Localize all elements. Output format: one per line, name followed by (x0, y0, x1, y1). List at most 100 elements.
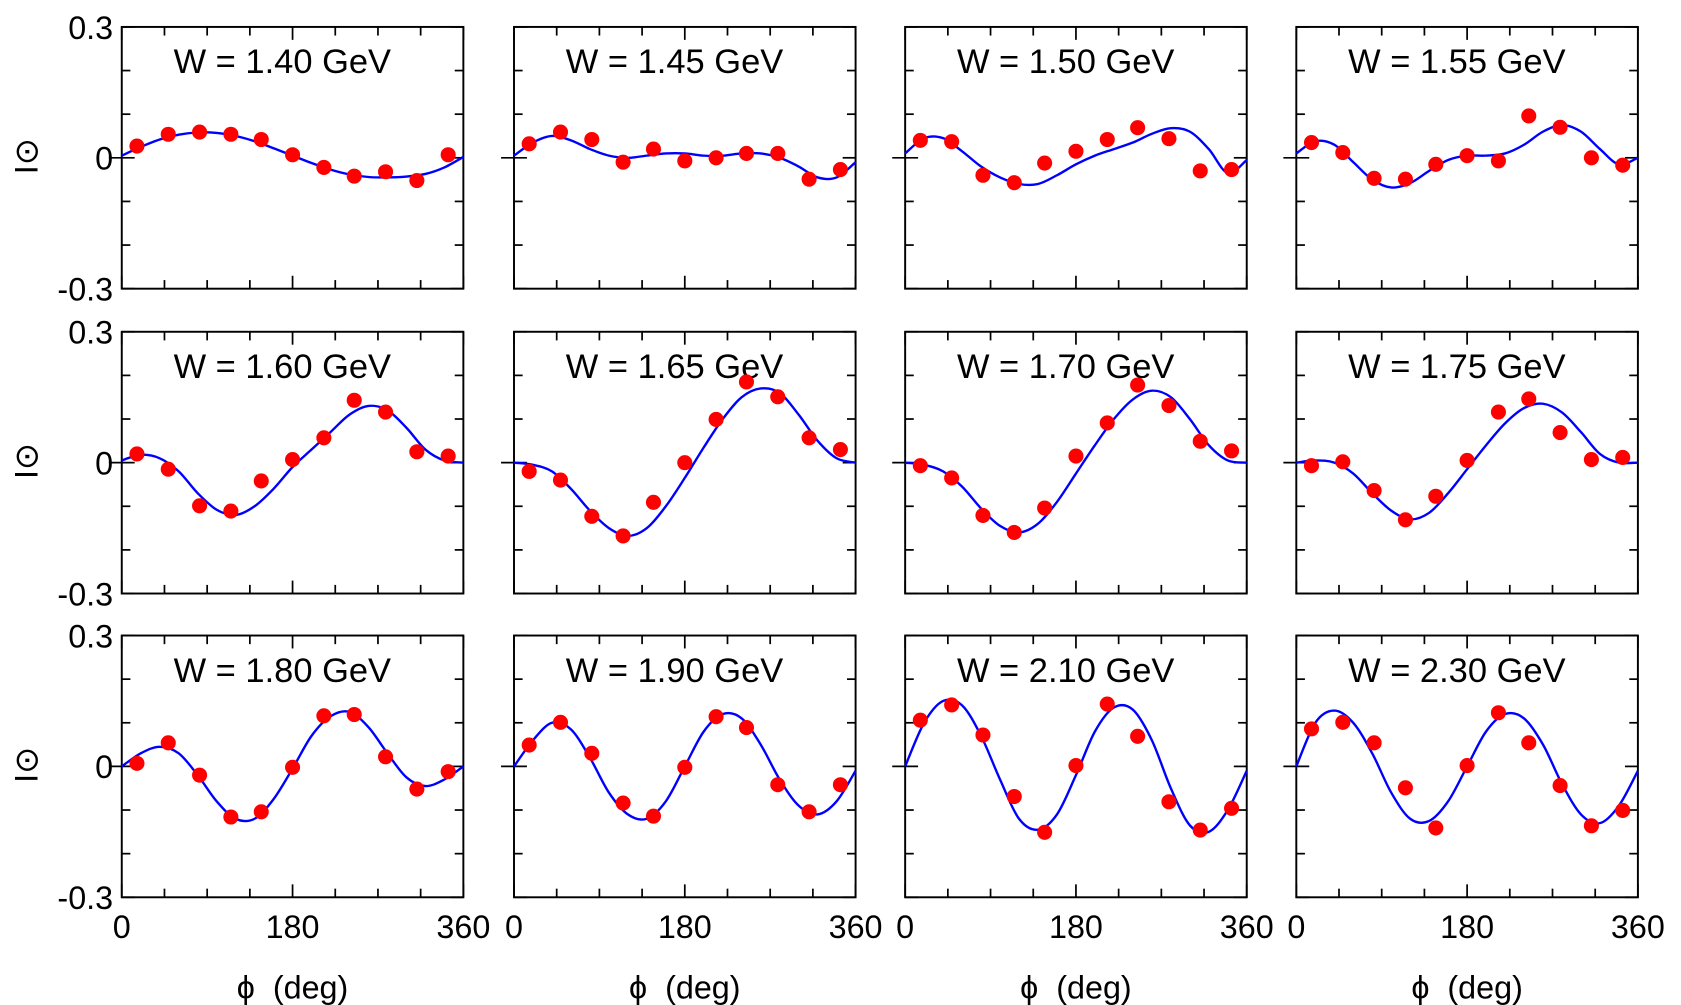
data-point (1192, 433, 1208, 449)
data-point (1192, 822, 1208, 838)
data-point (1552, 119, 1568, 135)
data-point (770, 777, 786, 793)
data-point (285, 452, 301, 468)
data-point (552, 472, 569, 488)
x-tick-label: 0 (896, 909, 914, 945)
data-point (584, 508, 600, 524)
data-point (975, 507, 991, 523)
data-point (1615, 802, 1631, 819)
data-point (1068, 448, 1084, 464)
data-point (1335, 714, 1351, 730)
data-point (1615, 157, 1631, 173)
panel-title: W = 1.75 GeV (1348, 348, 1565, 386)
data-point (1397, 512, 1413, 528)
data-point (615, 528, 631, 544)
data-point (223, 126, 239, 142)
x-tick-label: 180 (1049, 909, 1103, 945)
panel: W = 1.75 GeV (1283, 330, 1639, 595)
data-point (975, 727, 991, 743)
y-tick-label: -0.3 (57, 576, 113, 612)
data-point (346, 392, 362, 408)
data-point (584, 745, 600, 761)
data-point (1224, 800, 1240, 816)
panel: -0.3 0 0.3 W = 1.40 GeV I⊙ (9, 10, 465, 308)
data-point (615, 154, 631, 170)
data-point (1303, 134, 1320, 151)
data-point (584, 131, 600, 148)
panel: W = 1.45 GeV (501, 25, 857, 290)
panel: -0.3 0 0.3 W = 1.60 GeV I⊙ (9, 315, 465, 612)
y-axis-label: I⊙ (9, 747, 45, 783)
data-point (409, 444, 425, 460)
data-point (1552, 778, 1568, 794)
y-tick-label: 0 (95, 141, 113, 177)
x-tick-label: 0 (505, 909, 523, 945)
data-point (316, 159, 332, 175)
data-point (615, 795, 631, 811)
y-axis-label: I⊙ (9, 443, 45, 479)
data-point (440, 764, 456, 780)
data-point (1335, 454, 1351, 470)
data-point (552, 714, 569, 730)
data-point (912, 712, 928, 728)
data-point (645, 808, 662, 824)
fit-curve (513, 387, 856, 538)
data-point (1068, 143, 1084, 159)
data-point (708, 150, 724, 166)
panel-title: W = 1.50 GeV (957, 43, 1174, 81)
data-point (1428, 156, 1444, 172)
data-point (645, 141, 662, 157)
data-point (801, 804, 817, 820)
data-point (346, 168, 362, 184)
data-point (1224, 443, 1240, 459)
y-tick-label: -0.3 (57, 880, 113, 916)
data-point (129, 138, 145, 154)
data-point (1583, 150, 1599, 166)
x-axis-label: ϕ (deg) (237, 970, 349, 1005)
x-tick-label: 180 (658, 909, 712, 945)
data-point (129, 755, 145, 771)
data-point (1583, 452, 1599, 468)
data-point (223, 809, 239, 825)
data-point (192, 767, 208, 783)
data-point (192, 124, 208, 140)
data-point (677, 153, 693, 169)
data-point (677, 455, 693, 471)
x-tick-label: 360 (1220, 909, 1274, 945)
data-point (738, 720, 755, 736)
data-point (645, 494, 662, 510)
panel-title: W = 2.10 GeV (957, 652, 1174, 690)
panel-title: W = 2.30 GeV (1348, 652, 1565, 690)
panel: W = 1.65 GeV (501, 330, 857, 595)
data-point (1490, 153, 1506, 169)
panel-title: W = 1.55 GeV (1348, 43, 1565, 81)
panel: W = 1.70 GeV (892, 330, 1248, 595)
data-point (770, 389, 786, 405)
data-point (1130, 728, 1146, 744)
data-point (801, 430, 817, 446)
data-point (1037, 500, 1053, 516)
data-point (1303, 721, 1320, 737)
data-point (1006, 524, 1022, 540)
data-point (708, 709, 724, 725)
data-point (832, 162, 848, 178)
data-point (316, 708, 332, 724)
data-point (1161, 397, 1177, 414)
data-point (1552, 425, 1568, 441)
data-point (223, 503, 239, 519)
data-point (708, 411, 724, 427)
data-point (346, 706, 362, 723)
data-point (160, 461, 176, 477)
data-point (1521, 108, 1537, 124)
data-point (521, 136, 537, 152)
data-point (832, 777, 848, 793)
data-point (378, 164, 394, 180)
data-point (1366, 483, 1382, 499)
data-point (1397, 780, 1413, 796)
data-point (1583, 818, 1599, 834)
data-point (378, 404, 394, 420)
data-point (160, 735, 176, 751)
data-point (129, 446, 145, 462)
data-point (440, 448, 456, 464)
